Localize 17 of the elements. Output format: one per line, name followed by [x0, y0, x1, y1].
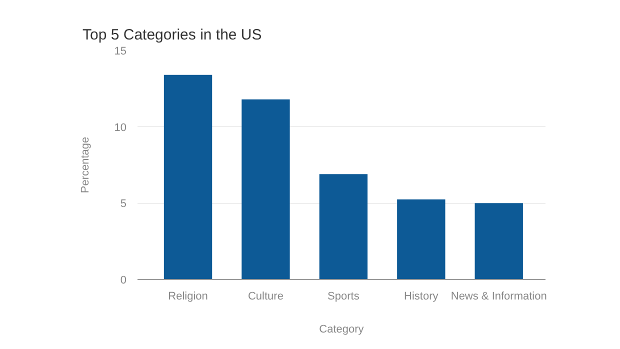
bar: [397, 199, 446, 280]
x-tick-label: News & Information: [450, 290, 547, 302]
y-axis-title: Percentage: [79, 136, 92, 194]
y-tick-label: 10: [114, 122, 127, 134]
y-tick-label: 5: [120, 198, 127, 210]
bar: [319, 174, 368, 280]
bar: [474, 203, 523, 280]
x-tick-label: Religion: [168, 290, 208, 302]
x-tick-label: History: [404, 290, 439, 302]
bar: [164, 74, 212, 280]
y-tick-label: 0: [120, 274, 127, 286]
x-tick-label: Culture: [248, 290, 284, 302]
chart-title: Top 5 Categories in the US: [82, 26, 262, 44]
bar: [242, 99, 290, 280]
x-tick-label: Sports: [328, 290, 360, 302]
x-axis-title: Category: [319, 324, 364, 336]
y-tick-label: 15: [114, 46, 127, 58]
